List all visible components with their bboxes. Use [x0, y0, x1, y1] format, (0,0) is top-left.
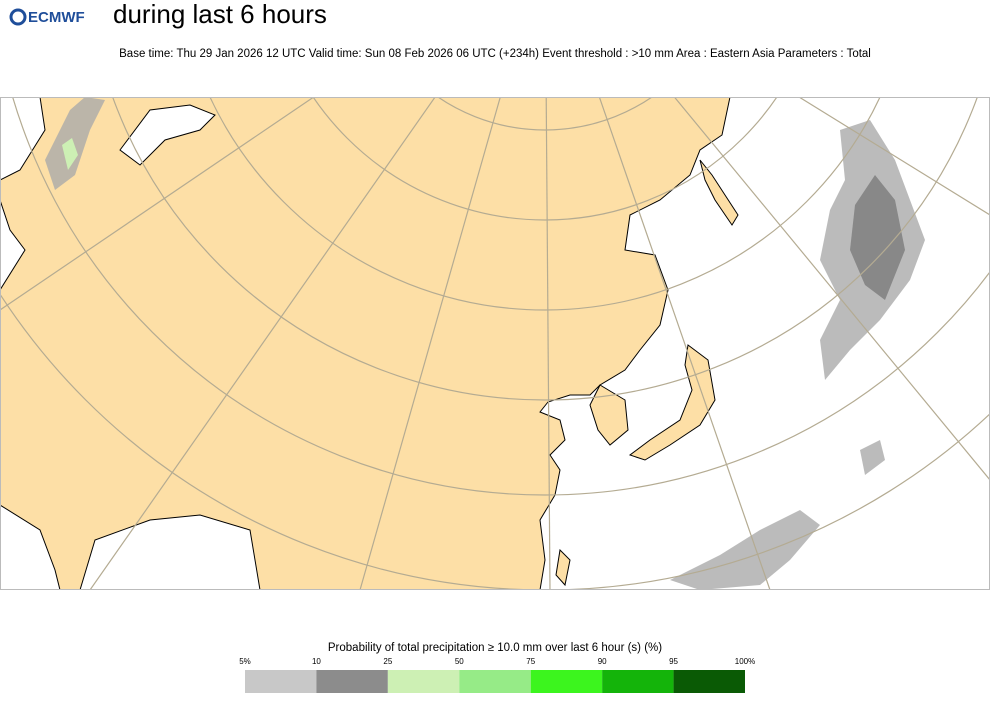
sakhalin [699, 159, 739, 226]
legend-swatch [673, 670, 745, 693]
legend-title: Probability of total precipitation ≥ 10.… [328, 642, 662, 654]
legend-tick-label: 95 [669, 657, 678, 666]
sea-top [119, 104, 216, 166]
legend-tick-label: 75 [526, 657, 535, 666]
legend-swatch [602, 670, 674, 693]
title: during last 6 hours [113, 0, 327, 29]
legend-swatch [316, 670, 388, 693]
sea-bottom-left [79, 514, 261, 590]
legend-swatch [530, 670, 603, 693]
graticule [0, 97, 990, 590]
subtitle: Base time: Thu 29 Jan 2026 12 UTC Valid … [119, 48, 871, 60]
logo: ECMWF [9, 8, 85, 26]
legend-tick-label: 100% [735, 657, 755, 666]
map [0, 97, 990, 590]
legend-tick-label: 10 [312, 657, 321, 666]
japan [628, 344, 716, 461]
legend-tick-label: 90 [598, 657, 607, 666]
legend-tick-label: 25 [383, 657, 392, 666]
legend-swatch [459, 670, 531, 693]
legend-tick-label: 5% [239, 657, 251, 666]
legend: 5% 10 25 50 75 90 95 100% [239, 657, 755, 693]
korea [589, 384, 629, 446]
taiwan [555, 548, 571, 587]
legend-swatch [245, 670, 317, 693]
legend-tick-label: 50 [455, 657, 464, 666]
precip-green [62, 138, 78, 170]
logo-text: ECMWF [28, 9, 85, 26]
precip-darkgray [850, 175, 905, 300]
legend-swatch [387, 670, 460, 693]
